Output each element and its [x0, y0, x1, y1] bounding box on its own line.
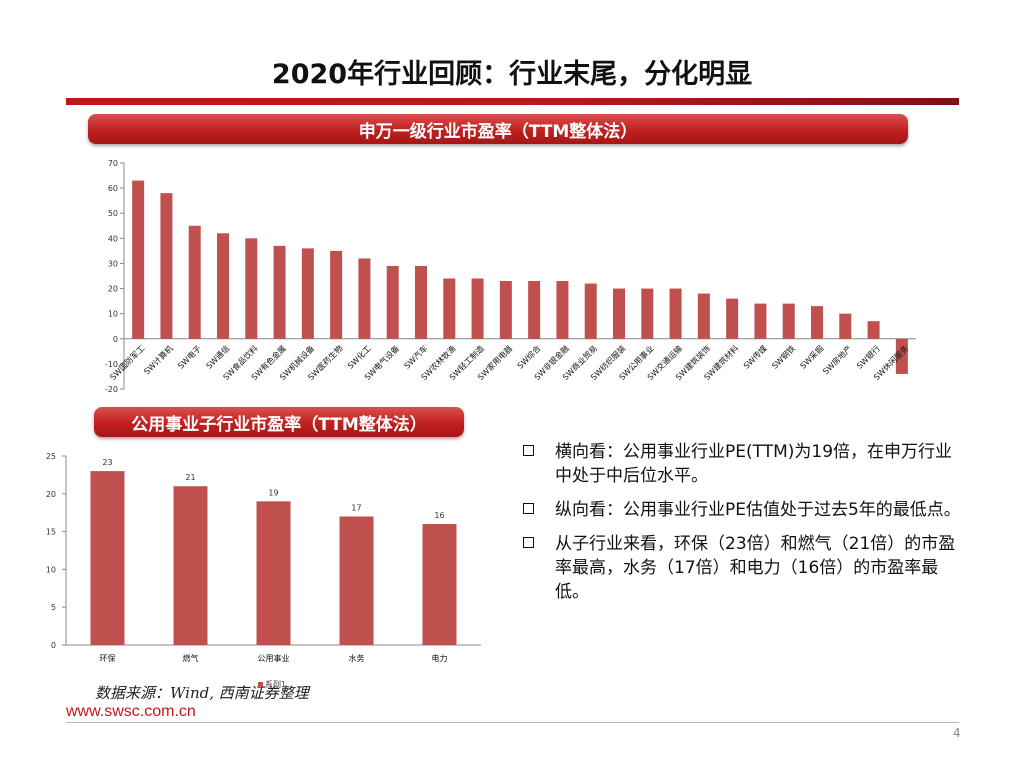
sub-x-category-label: 公用事业	[258, 653, 290, 663]
x-category-label: SW采掘	[798, 343, 826, 371]
bar	[895, 338, 908, 374]
x-category-label: SW汽车	[402, 343, 430, 371]
x-category-label: SW化工	[345, 343, 373, 371]
y-tick-label: 60	[108, 184, 118, 193]
bar	[867, 321, 880, 339]
sub-data-label: 23	[102, 458, 112, 467]
legend-label: 系列1	[265, 680, 287, 689]
bar	[811, 306, 823, 339]
bar	[245, 238, 258, 339]
bar	[641, 288, 654, 339]
sub-y-tick-label: 25	[46, 452, 56, 461]
y-tick-label: 30	[108, 259, 118, 268]
bar	[188, 225, 201, 339]
y-tick-label: 20	[108, 285, 118, 294]
y-tick-label: 50	[108, 209, 118, 218]
checkbox-icon	[523, 445, 534, 456]
sub-y-tick-label: 5	[51, 603, 56, 612]
x-category-label: SW电子	[176, 343, 204, 371]
x-category-label: SW房地产	[820, 343, 853, 376]
sub-chart-banner: 公用事业子行业市盈率（TTM整体法）	[94, 407, 464, 437]
bar	[584, 283, 597, 339]
x-category-label: SW银行	[854, 343, 882, 371]
page-number: 4	[953, 726, 961, 740]
bar	[613, 288, 625, 339]
sub-bar	[173, 486, 208, 645]
y-tick-label: 40	[108, 234, 118, 243]
sub-data-label: 21	[185, 473, 195, 482]
bullet-item: 纵向看：公用事业行业PE估值处于过去5年的最低点。	[523, 498, 968, 522]
bar	[754, 303, 767, 339]
bar	[217, 233, 229, 339]
y-tick-label: 70	[108, 159, 118, 168]
bar	[443, 278, 456, 339]
legend-swatch	[258, 682, 263, 687]
x-category-label: SW传媒	[741, 343, 769, 371]
bullet-text: 横向看：公用事业行业PE(TTM)为19倍，在申万行业中处于中后位水平。	[555, 442, 953, 486]
bar	[556, 281, 569, 339]
sub-data-label: 17	[351, 503, 361, 512]
bar	[528, 281, 541, 339]
title-rule	[66, 98, 959, 105]
sub-y-tick-label: 15	[46, 528, 56, 537]
bullet-text: 从子行业来看，环保（23倍）和燃气（21倍）的市盈率最高，水务（17倍）和电力（…	[555, 534, 956, 602]
bar	[471, 278, 484, 339]
sub-x-category-label: 燃气	[183, 653, 199, 663]
bar	[301, 248, 314, 339]
bar	[726, 298, 739, 339]
sub-y-tick-label: 0	[51, 641, 56, 650]
bullet-item: 从子行业来看，环保（23倍）和燃气（21倍）的市盈率最高，水务（17倍）和电力（…	[523, 532, 968, 604]
y-tick-label: 0	[113, 335, 118, 344]
source-note: 数据来源：Wind, 西南证券整理	[95, 684, 309, 702]
chart-legend: 系列1	[258, 679, 286, 690]
checkbox-icon	[523, 503, 534, 514]
slide-title: 2020年行业回顾：行业末尾，分化明显	[271, 59, 753, 90]
sub-bar	[90, 471, 125, 645]
bar	[273, 245, 286, 339]
x-category-label: SW钢铁	[770, 343, 798, 371]
bar	[697, 293, 710, 339]
sub-data-label: 16	[434, 511, 444, 520]
bullet-list: 横向看：公用事业行业PE(TTM)为19倍，在申万行业中处于中后位水平。 纵向看…	[523, 440, 968, 614]
sub-bar	[256, 501, 291, 645]
x-category-label: SW计算机	[142, 343, 175, 376]
bullet-item: 横向看：公用事业行业PE(TTM)为19倍，在申万行业中处于中后位水平。	[523, 440, 968, 488]
sub-x-category-label: 水务	[349, 653, 365, 663]
main-chart-banner: 申万一级行业市盈率（TTM整体法）	[88, 114, 908, 144]
y-tick-label: 10	[108, 310, 118, 319]
sub-x-category-label: 环保	[100, 653, 116, 663]
website-link[interactable]: www.swsc.com.cn	[66, 703, 196, 720]
sub-y-tick-label: 10	[46, 565, 56, 574]
x-category-label: SW通信	[204, 343, 232, 371]
checkbox-icon	[523, 537, 534, 548]
bar	[132, 180, 145, 339]
sub-y-tick-label: 20	[46, 490, 56, 499]
footer-rule	[66, 722, 959, 723]
bar	[330, 250, 343, 339]
bar	[499, 281, 512, 339]
y-tick-label: -10	[105, 360, 118, 369]
bar	[782, 303, 795, 339]
bullet-text: 纵向看：公用事业行业PE估值处于过去5年的最低点。	[555, 500, 961, 520]
x-category-label: SW综合	[515, 343, 543, 371]
sub-data-label: 19	[268, 488, 278, 497]
bar	[669, 288, 682, 339]
bar	[415, 265, 427, 339]
sub-bar	[422, 524, 457, 645]
y-tick-label: -20	[105, 385, 118, 394]
bar	[386, 265, 399, 339]
sub-bar	[339, 516, 374, 645]
bar	[839, 313, 852, 339]
bar	[160, 193, 173, 339]
bar	[358, 258, 371, 339]
sub-x-category-label: 电力	[432, 653, 448, 663]
